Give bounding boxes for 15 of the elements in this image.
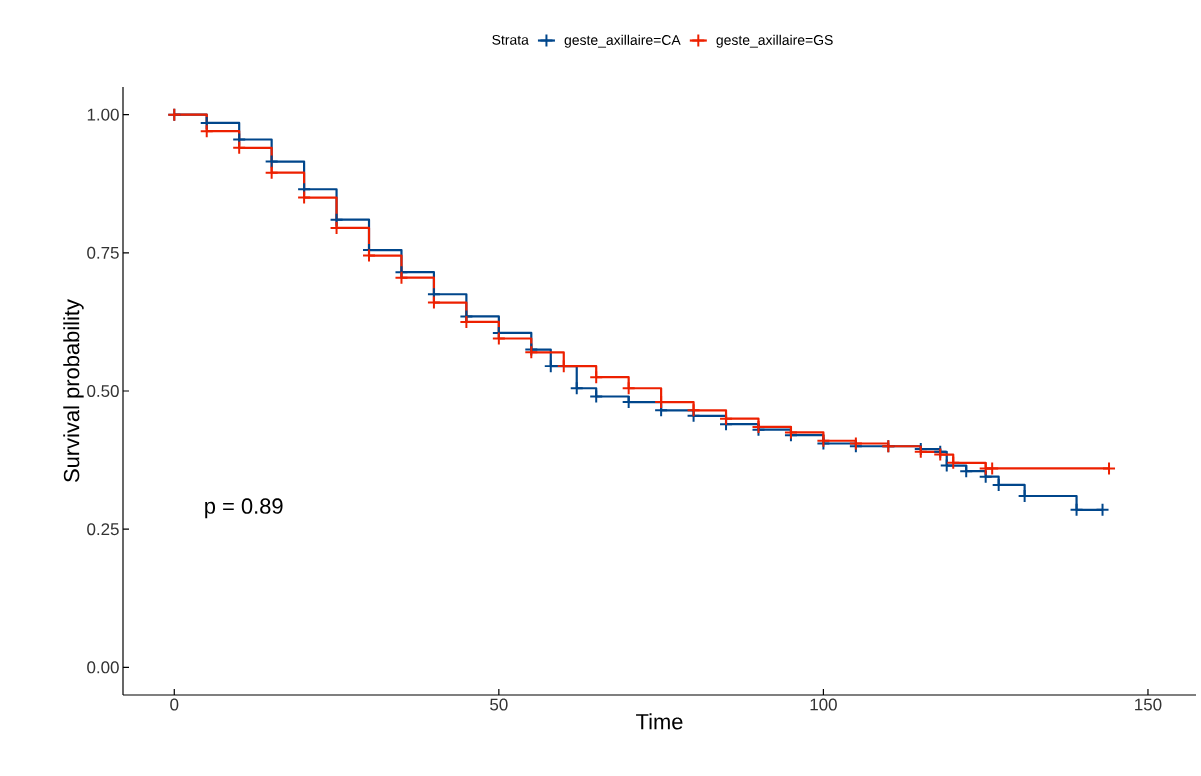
legend-label: geste_axillaire=CA	[564, 34, 681, 48]
x-tick-label: 100	[810, 698, 837, 711]
legend-title: Strata	[492, 34, 529, 45]
y-tick-label: 1.00	[87, 108, 119, 121]
x-tick-label: 150	[1135, 698, 1162, 711]
legend-label: geste_axillaire=GS	[716, 34, 833, 48]
annotation: p = 0.89	[205, 498, 283, 519]
y-tick-label: 0.75	[87, 246, 119, 259]
x-tick-label: 50	[490, 698, 508, 711]
x-tick-label: 0	[170, 698, 179, 711]
y-tick-label: 0.25	[87, 523, 119, 536]
y-tick-label: 0.00	[87, 661, 119, 674]
x-axis-title: Time	[636, 713, 683, 730]
y-axis-title: Survival probability	[63, 299, 84, 482]
y-tick-label: 0.50	[87, 385, 119, 397]
